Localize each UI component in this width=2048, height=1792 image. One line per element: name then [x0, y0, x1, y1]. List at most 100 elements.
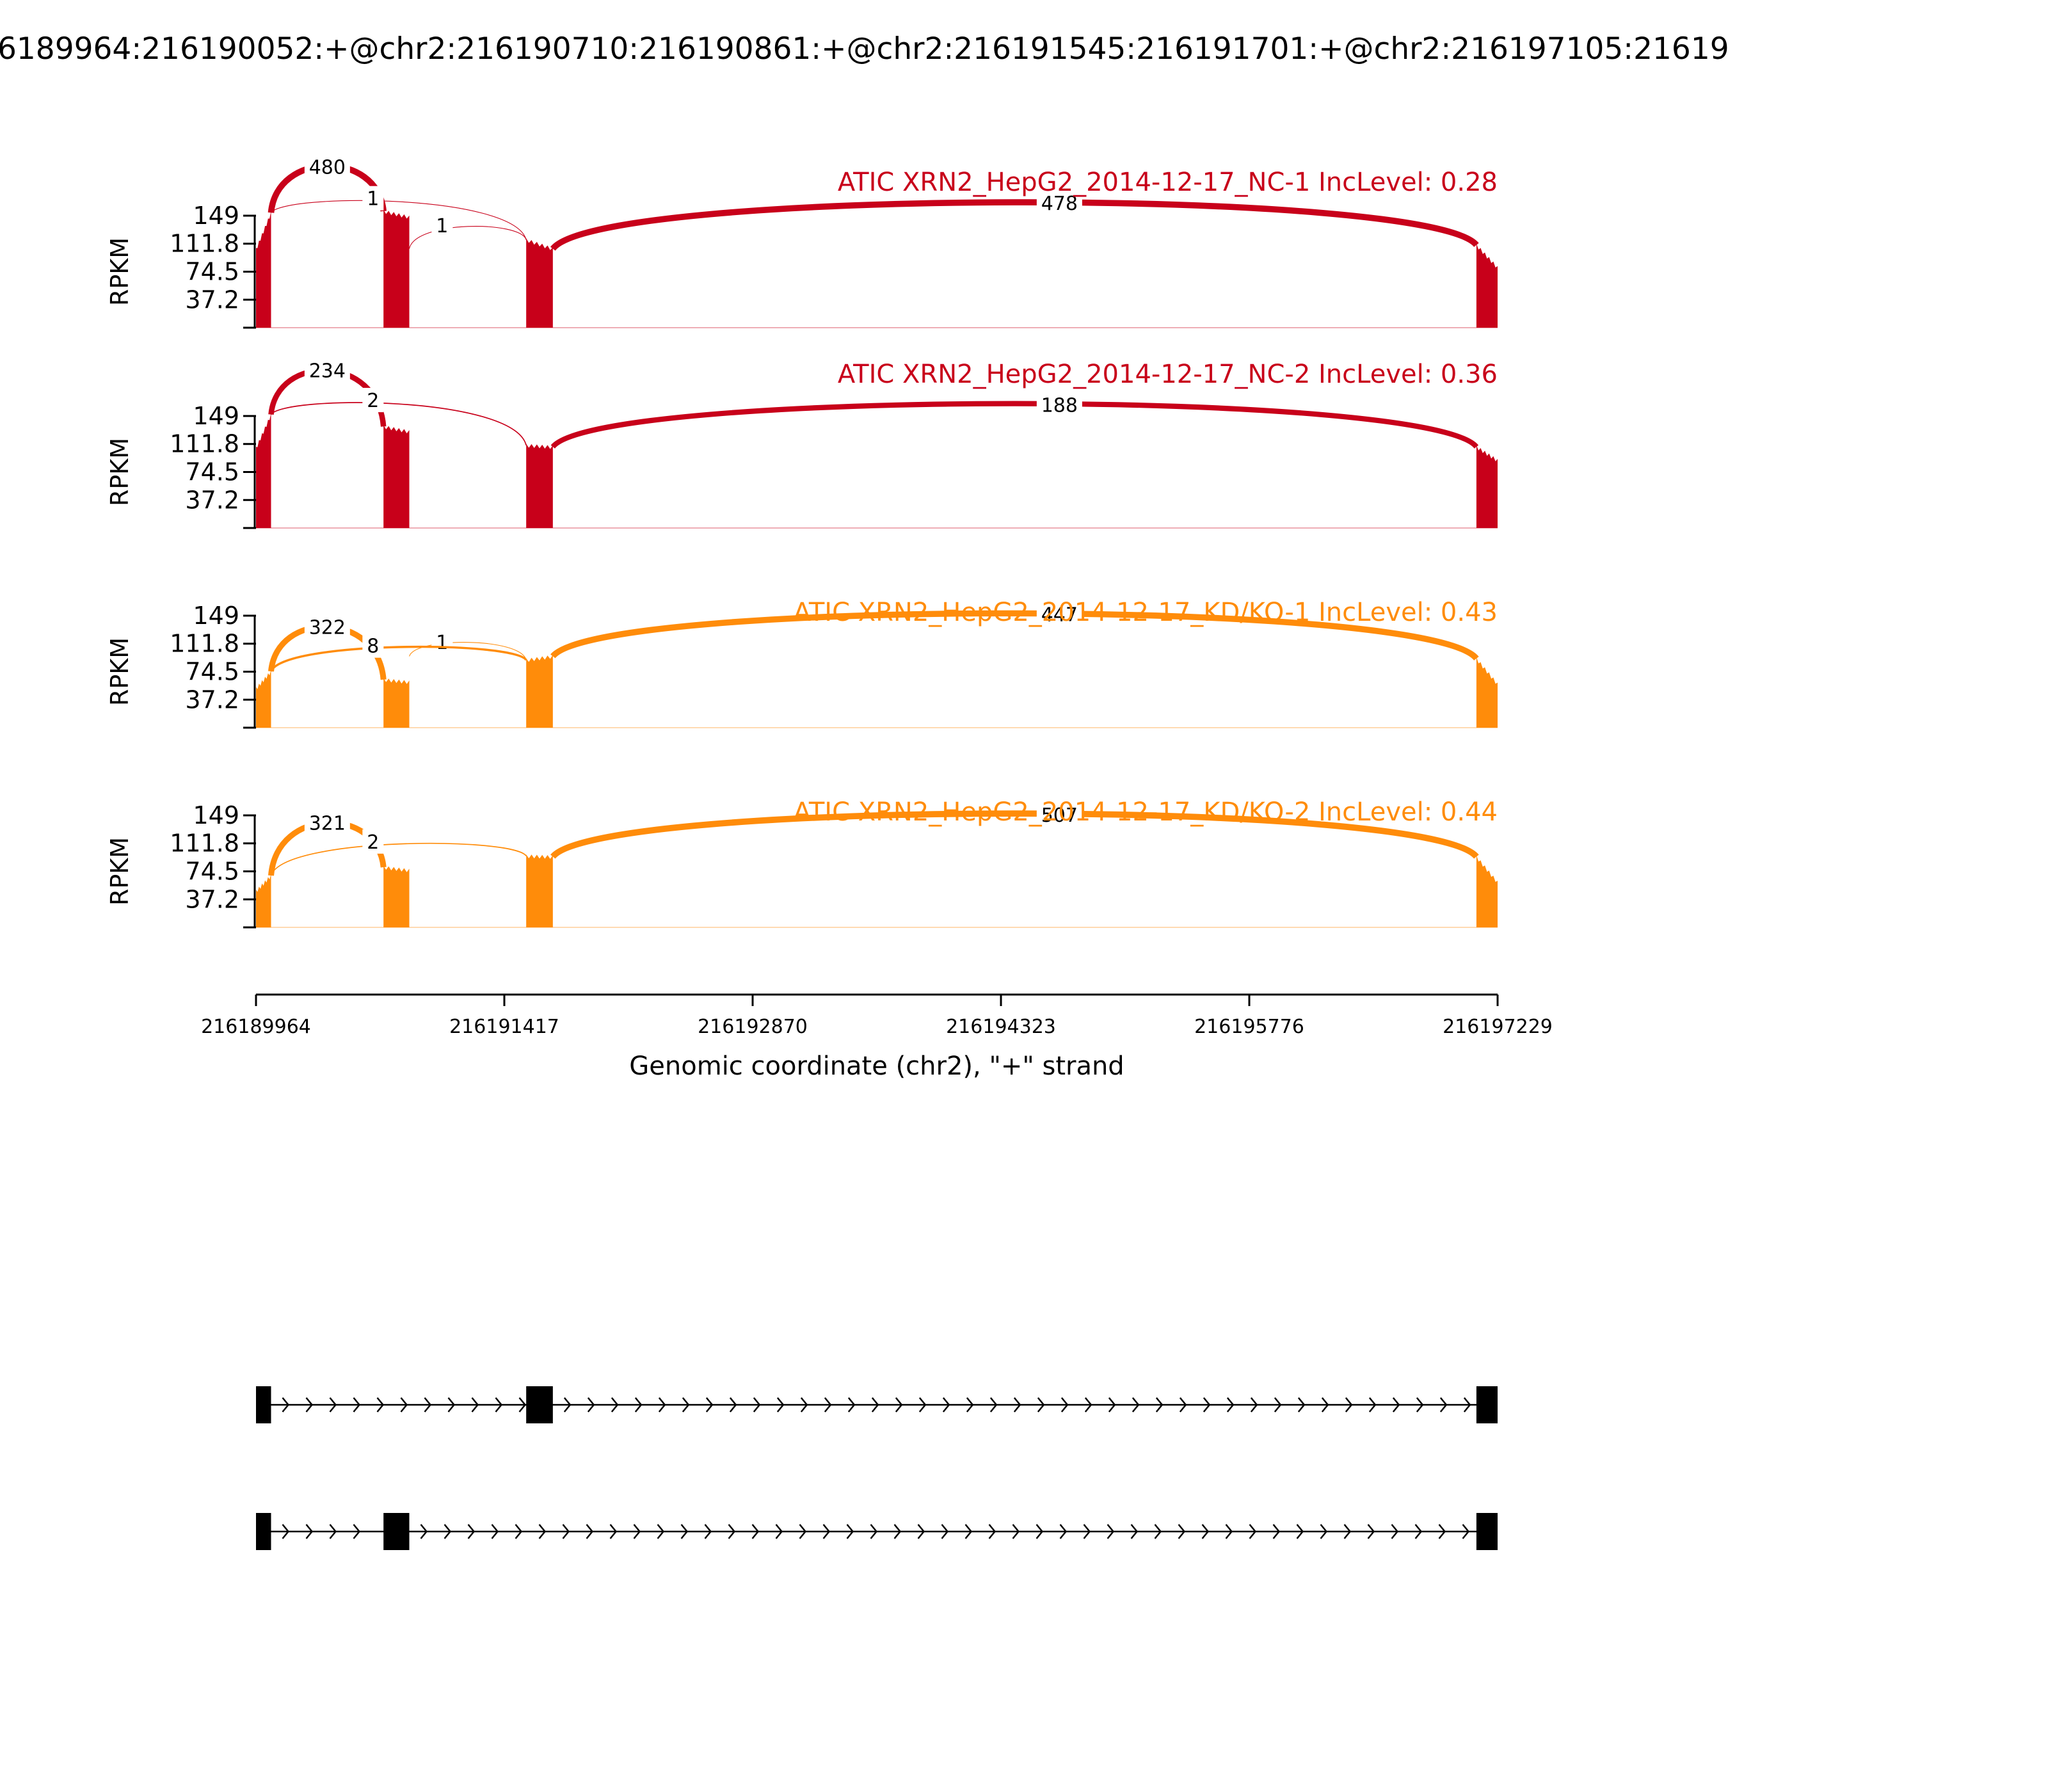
strand-chevron — [847, 1397, 856, 1412]
strand-chevron — [1013, 1397, 1021, 1412]
strand-chevron — [1059, 1524, 1068, 1539]
strand-chevron — [1012, 1524, 1020, 1539]
strand-chevron — [1132, 1397, 1140, 1412]
isoform-1 — [256, 1386, 1498, 1423]
strand-chevron — [305, 1397, 314, 1412]
strand-chevron — [728, 1524, 736, 1539]
junction-label-bg — [1036, 191, 1082, 216]
strand-chevron — [989, 1397, 998, 1412]
panel-title: ATIC XRN2_HepG2_2014-12-17_NC-2 IncLevel… — [838, 360, 1498, 389]
panel-title: ATIC XRN2_HepG2_2014-12-17_NC-1 IncLevel… — [838, 168, 1498, 197]
strand-chevron — [467, 1524, 476, 1539]
strand-chevron — [776, 1397, 785, 1412]
strand-chevron — [1036, 1524, 1044, 1539]
strand-chevron — [305, 1524, 314, 1539]
strand-chevron — [471, 1397, 479, 1412]
strand-chevron — [1272, 1524, 1281, 1539]
strand-chevron — [682, 1397, 690, 1412]
junction-arc-4 — [550, 610, 1479, 661]
strand-chevron — [611, 1397, 619, 1412]
strand-chevron — [1083, 1524, 1091, 1539]
isoform-exon-1 — [256, 1513, 271, 1550]
strand-chevron — [420, 1524, 428, 1539]
strand-chevron — [822, 1524, 831, 1539]
x-axis: 216189964 216191417 216192870 216194323 2161… — [201, 993, 1553, 1081]
strand-chevron — [799, 1524, 807, 1539]
coverage-exon-3 — [526, 238, 553, 328]
x-tick-label: 216191417 — [449, 1016, 559, 1038]
junction-label-bg — [1036, 802, 1082, 827]
strand-chevron — [1155, 1397, 1164, 1412]
strand-chevron — [1178, 1524, 1186, 1539]
junction-label: 322 — [309, 617, 346, 639]
strand-chevron — [447, 1397, 456, 1412]
y-tick-label: 111.8 — [170, 630, 239, 658]
y-axis-label: RPKM — [106, 237, 134, 306]
panel-title: ATIC XRN2_HepG2_2014-12-17_KD/KO-1 IncLe… — [794, 598, 1498, 627]
strand-chevron — [964, 1524, 973, 1539]
junction-label: 1 — [436, 632, 448, 654]
y-tick-label: 74.5 — [185, 658, 239, 686]
strand-chevron — [1296, 1524, 1304, 1539]
strand-chevron — [1203, 1397, 1211, 1412]
junction-label: 480 — [309, 157, 346, 179]
strand-chevron — [1084, 1397, 1092, 1412]
junction-label-bg — [1036, 392, 1082, 417]
strand-chevron — [895, 1397, 903, 1412]
y-tick-label: 149 — [193, 202, 239, 230]
coverage-exon-4 — [1476, 657, 1498, 728]
junction-arc-3 — [271, 200, 527, 240]
strand-chevron — [587, 1397, 595, 1412]
y-tick-label: 111.8 — [170, 829, 239, 858]
junction-label: 234 — [309, 360, 346, 382]
coverage-exon-2 — [383, 209, 410, 328]
coverage-exon-1 — [256, 874, 271, 927]
strand-chevron — [1368, 1397, 1377, 1412]
strand-chevron — [1345, 1397, 1353, 1412]
x-tick-label: 216195776 — [1194, 1016, 1304, 1038]
strand-chevron — [942, 1397, 950, 1412]
strand-chevron — [1060, 1397, 1069, 1412]
strand-chevron — [1226, 1397, 1235, 1412]
x-tick-label: 216197229 — [1443, 1016, 1553, 1038]
y-tick-label: 149 — [193, 602, 239, 630]
strand-chevron — [1416, 1397, 1424, 1412]
isoform-exon-3 — [1476, 1386, 1498, 1423]
strand-chevron — [657, 1524, 665, 1539]
junction-label: 478 — [1041, 193, 1078, 215]
x-axis-label: Genomic coordinate (chr2), "+" strand — [629, 1052, 1124, 1081]
strand-chevron — [893, 1524, 902, 1539]
junction-label: 507 — [1041, 804, 1078, 827]
strand-chevron — [329, 1397, 337, 1412]
y-tick-label: 37.2 — [185, 885, 239, 913]
x-tick-label: 216189964 — [201, 1016, 311, 1038]
coverage-exon-1 — [256, 413, 271, 528]
junction-label: 447 — [1041, 604, 1078, 627]
strand-chevron — [562, 1524, 570, 1539]
coverage-exon-4 — [1476, 243, 1498, 328]
strand-chevron — [376, 1397, 385, 1412]
strand-chevron — [400, 1397, 408, 1412]
coverage-exon-3 — [526, 854, 553, 927]
strand-chevron — [1414, 1524, 1423, 1539]
coverage-exon-1 — [256, 669, 271, 728]
junction-arc-2 — [409, 642, 527, 660]
strand-chevron — [1225, 1524, 1233, 1539]
strand-chevron — [1391, 1524, 1399, 1539]
y-axis-label: RPKM — [106, 837, 134, 906]
strand-chevron — [1274, 1397, 1282, 1412]
x-tick-label: 216194323 — [946, 1016, 1056, 1038]
coverage-exon-2 — [383, 865, 410, 927]
junction-label-bg — [431, 212, 453, 237]
y-tick-label: 149 — [193, 801, 239, 829]
junction-label-bg — [362, 829, 384, 854]
junction-arc-2 — [270, 842, 527, 876]
junction-label-bg — [362, 186, 384, 211]
strand-chevron — [353, 1524, 361, 1539]
coverage-exon-2 — [383, 678, 410, 728]
strand-chevron — [1154, 1524, 1162, 1539]
